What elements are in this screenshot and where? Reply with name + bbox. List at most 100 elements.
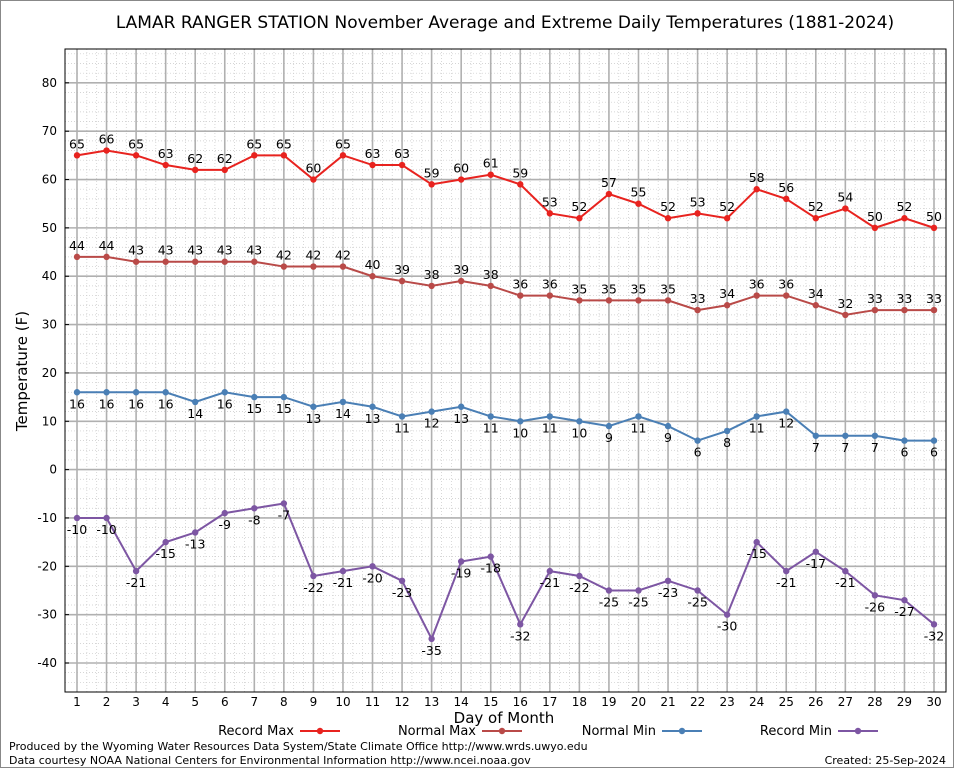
data-label-record-min: -19 xyxy=(451,565,471,580)
data-point-record-min xyxy=(723,611,731,618)
y-tick-label: -30 xyxy=(37,608,57,622)
legend-marker-normal-min xyxy=(678,727,686,735)
data-label-normal-max: 35 xyxy=(631,281,647,296)
data-label-normal-max: 32 xyxy=(837,296,853,311)
data-point-normal-max xyxy=(901,306,908,314)
data-point-record-min xyxy=(192,529,199,536)
data-point-record-min xyxy=(901,596,908,604)
y-tick-label: -20 xyxy=(37,559,57,573)
x-tick-label: 14 xyxy=(454,695,469,709)
data-label-normal-max: 35 xyxy=(571,281,587,296)
data-label-normal-max: 39 xyxy=(453,262,469,277)
data-point-record-min xyxy=(546,567,554,575)
data-point-record-max xyxy=(103,147,110,154)
data-label-record-max: 66 xyxy=(99,132,115,147)
y-tick-label: 80 xyxy=(42,76,57,90)
footer-data-source: Data courtesy NOAA National Centers for … xyxy=(9,754,531,767)
y-tick-label: 50 xyxy=(42,221,57,235)
data-label-normal-max: 34 xyxy=(719,286,735,301)
data-label-normal-max: 36 xyxy=(749,277,765,292)
data-point-normal-max xyxy=(221,258,228,265)
data-label-normal-min: 10 xyxy=(512,425,528,440)
data-point-normal-min xyxy=(251,393,258,401)
data-label-record-min: -18 xyxy=(481,561,501,576)
data-label-record-max: 52 xyxy=(808,199,824,214)
data-label-record-max: 50 xyxy=(926,209,942,224)
data-label-record-min: -21 xyxy=(835,575,855,590)
data-point-normal-max xyxy=(930,306,938,314)
footer-credit: Produced by the Wyoming Water Resources … xyxy=(9,740,588,753)
data-label-record-max: 59 xyxy=(512,165,528,180)
data-label-record-max: 62 xyxy=(217,151,233,166)
data-point-record-min xyxy=(694,587,701,594)
data-label-normal-min: 6 xyxy=(900,445,908,460)
data-point-normal-max xyxy=(162,258,169,265)
data-label-record-max: 52 xyxy=(896,199,912,214)
data-point-record-min xyxy=(517,621,524,628)
data-label-record-min: -35 xyxy=(421,643,441,658)
data-label-normal-min: 10 xyxy=(571,425,587,440)
data-label-normal-min: 11 xyxy=(631,420,647,435)
data-point-record-max xyxy=(398,161,406,169)
data-point-normal-max xyxy=(783,292,790,299)
data-point-record-min xyxy=(812,548,819,555)
data-point-normal-min xyxy=(132,389,140,396)
legend: Record Max Normal Max Normal Min Record Min xyxy=(218,724,878,739)
data-point-normal-max xyxy=(871,306,879,314)
data-point-normal-min xyxy=(339,398,347,406)
data-point-record-min xyxy=(842,567,849,575)
data-point-normal-min xyxy=(487,413,494,420)
data-label-record-max: 65 xyxy=(335,136,351,151)
data-label-record-max: 56 xyxy=(778,180,794,195)
data-label-record-min: -15 xyxy=(746,546,766,561)
data-label-record-max: 65 xyxy=(246,136,262,151)
data-label-normal-min: 6 xyxy=(930,445,938,460)
data-point-record-min xyxy=(753,538,760,546)
data-label-normal-max: 36 xyxy=(778,277,794,292)
x-tick-label: 17 xyxy=(542,695,557,709)
data-point-record-max xyxy=(221,166,228,174)
data-point-record-max xyxy=(694,210,701,217)
data-point-record-max xyxy=(132,152,140,159)
data-point-record-max xyxy=(310,176,317,183)
legend-label-record-max: Record Max xyxy=(218,724,294,739)
data-label-normal-min: 15 xyxy=(246,401,262,416)
y-tick-label: -10 xyxy=(37,511,57,525)
y-tick-label: 10 xyxy=(42,414,57,428)
data-point-record-min xyxy=(664,577,672,585)
series-line-normal-min xyxy=(77,391,934,442)
data-label-record-max: 65 xyxy=(69,136,85,151)
data-label-normal-min: 14 xyxy=(335,406,351,421)
legend-label-normal-min: Normal Min xyxy=(582,724,656,739)
data-point-normal-max xyxy=(280,263,288,270)
footer-created: Created: 25-Sep-2024 xyxy=(825,754,946,767)
data-label-normal-max: 42 xyxy=(305,248,321,263)
data-label-normal-min: 16 xyxy=(128,396,144,411)
data-point-normal-min xyxy=(310,403,317,410)
data-label-normal-min: 6 xyxy=(694,445,702,460)
data-point-normal-max xyxy=(73,253,81,261)
data-label-normal-max: 38 xyxy=(424,267,440,282)
data-point-record-max xyxy=(546,210,554,217)
y-tick-label: 20 xyxy=(42,366,57,380)
data-label-record-min: -21 xyxy=(126,575,146,590)
data-label-normal-min: 12 xyxy=(778,416,794,431)
data-point-record-max xyxy=(487,171,494,178)
data-label-normal-min: 15 xyxy=(276,401,292,416)
data-label-record-min: -25 xyxy=(687,594,707,609)
data-point-normal-min xyxy=(635,413,642,420)
data-label-normal-min: 8 xyxy=(723,435,731,450)
legend-marker-record-max xyxy=(316,727,324,735)
x-tick-label: 19 xyxy=(601,695,616,709)
data-label-normal-min: 13 xyxy=(365,411,381,426)
data-point-normal-min xyxy=(546,413,554,420)
data-point-record-max xyxy=(901,215,908,222)
x-tick-label: 6 xyxy=(221,695,229,709)
data-label-normal-max: 42 xyxy=(276,248,292,263)
data-label-record-min: -22 xyxy=(569,580,589,595)
data-point-record-min xyxy=(339,567,347,575)
data-label-record-max: 50 xyxy=(867,209,883,224)
data-point-normal-max xyxy=(546,292,554,299)
